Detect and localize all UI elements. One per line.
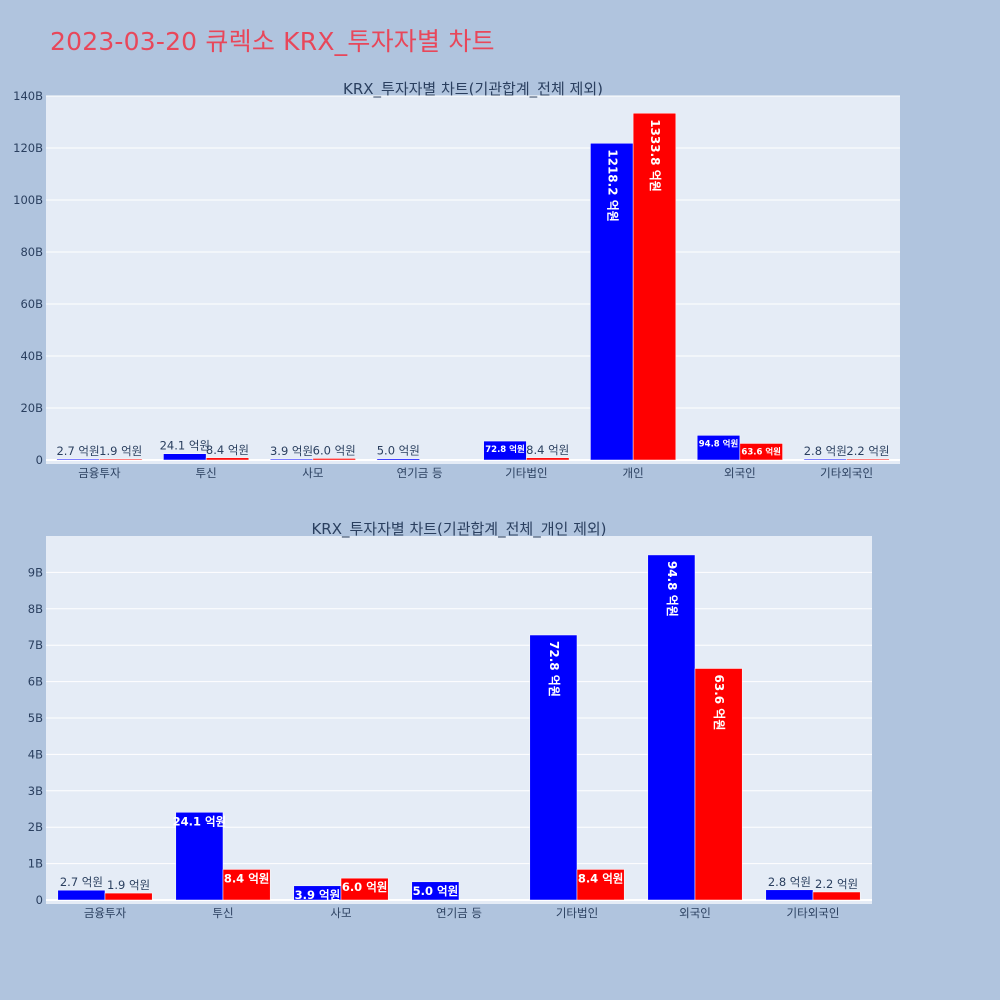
sell-bar (312, 458, 356, 461)
sell-bar (632, 112, 677, 461)
y-tick-label: 0 (36, 893, 43, 907)
sell-bar (340, 877, 389, 901)
buy-bar (647, 554, 696, 901)
buy-bar (590, 143, 634, 461)
data-label: 72.8 억원 (485, 444, 525, 455)
data-label: 72.8 억원 (547, 641, 561, 697)
chart-title-1: KRX_투자자별 차트(기관합계_전체_개인 제외) (311, 520, 606, 539)
buy-bar (803, 458, 847, 461)
buy-bar (411, 881, 460, 901)
chart-title-0: KRX_투자자별 차트(기관합계_전체 제외) (343, 80, 603, 99)
y-tick-label: 3B (28, 784, 43, 798)
y-tick-label: 1B (28, 857, 43, 871)
x-tick-label: 연기금 등 (436, 906, 482, 920)
sell-bar (104, 892, 153, 901)
buy-bar (175, 812, 224, 901)
data-label: 2.8 억원 (804, 444, 847, 458)
buy-bar (765, 889, 814, 901)
y-tick-label: 8B (28, 602, 43, 616)
y-tick-label: 4B (28, 747, 43, 761)
data-label: 3.9 억원 (270, 444, 313, 458)
data-label: 2.2 억원 (846, 444, 889, 458)
plot-area-0 (46, 96, 900, 464)
x-tick-label: 외국인 (679, 906, 711, 920)
x-tick-label: 사모 (330, 906, 351, 920)
buy-bar (696, 435, 741, 461)
data-label: 63.6 억원 (712, 674, 726, 730)
y-tick-label: 40B (20, 349, 43, 363)
x-tick-label: 외국인 (724, 466, 756, 480)
data-label: 8.4 억원 (224, 871, 270, 885)
data-label: 2.7 억원 (60, 875, 103, 889)
data-label: 24.1 억원 (160, 439, 210, 453)
sell-bar (222, 869, 271, 901)
sell-bar (694, 668, 743, 901)
x-tick-label: 투신 (212, 906, 233, 920)
buy-bar (529, 634, 578, 901)
y-tick-label: 120B (13, 141, 43, 155)
data-label: 5.0 억원 (413, 884, 459, 898)
data-label: 8.4 억원 (578, 871, 624, 885)
x-tick-label: 사모 (302, 466, 323, 480)
y-tick-label: 7B (28, 638, 43, 652)
data-label: 8.4 억원 (526, 443, 569, 457)
plot-area-1 (46, 536, 872, 904)
buy-bar (269, 458, 314, 461)
sell-bar (205, 457, 250, 461)
x-tick-label: 기타법인 (505, 466, 547, 480)
x-tick-label: 기타법인 (556, 906, 598, 920)
data-label: 1333.8 억원 (648, 119, 662, 192)
data-label: 1218.2 억원 (605, 149, 619, 222)
y-tick-label: 20B (20, 401, 43, 415)
buy-bar (376, 458, 420, 461)
buy-bar (56, 458, 100, 461)
y-tick-label: 0 (36, 453, 43, 467)
data-label: 2.8 억원 (768, 875, 811, 889)
data-label: 8.4 억원 (206, 443, 249, 457)
data-label: 6.0 억원 (313, 443, 356, 457)
data-label: 63.6 억원 (741, 446, 781, 457)
y-tick-label: 9B (28, 565, 43, 579)
buy-bar (163, 453, 207, 461)
data-label: 3.9 억원 (295, 888, 341, 902)
y-tick-label: 5B (28, 711, 43, 725)
x-tick-label: 투신 (196, 466, 217, 480)
buy-bar (483, 440, 527, 461)
data-label: 24.1 억원 (173, 814, 227, 828)
x-tick-label: 연기금 등 (397, 466, 443, 480)
x-tick-label: 금융투자 (78, 466, 121, 480)
x-tick-label: 금융투자 (84, 906, 127, 920)
sell-bar (526, 457, 570, 461)
page-title: 2023-03-20 큐렉소 KRX_투자자별 차트 (50, 27, 495, 56)
data-label: 1.9 억원 (99, 444, 142, 458)
data-label: 5.0 억원 (377, 444, 420, 458)
y-tick-label: 80B (20, 245, 43, 259)
y-tick-label: 2B (28, 820, 43, 834)
y-tick-label: 6B (28, 675, 43, 689)
data-label: 1.9 억원 (107, 878, 150, 892)
sell-bar (812, 891, 861, 901)
x-tick-label: 기타외국인 (787, 906, 840, 920)
data-label: 2.7 억원 (56, 444, 99, 458)
x-tick-label: 기타외국인 (820, 466, 873, 480)
data-label: 6.0 억원 (342, 880, 388, 894)
y-tick-label: 140B (13, 89, 43, 103)
y-tick-label: 100B (13, 193, 43, 207)
data-label: 94.8 억원 (665, 561, 679, 617)
sell-bar (846, 458, 890, 461)
data-label: 94.8 억원 (699, 438, 739, 449)
buy-bar (57, 889, 106, 901)
data-label: 2.2 억원 (815, 877, 858, 891)
x-tick-label: 개인 (623, 466, 644, 480)
sell-bar (739, 443, 783, 461)
y-tick-label: 60B (20, 297, 43, 311)
sell-bar (99, 458, 143, 461)
sell-bar (576, 869, 625, 901)
